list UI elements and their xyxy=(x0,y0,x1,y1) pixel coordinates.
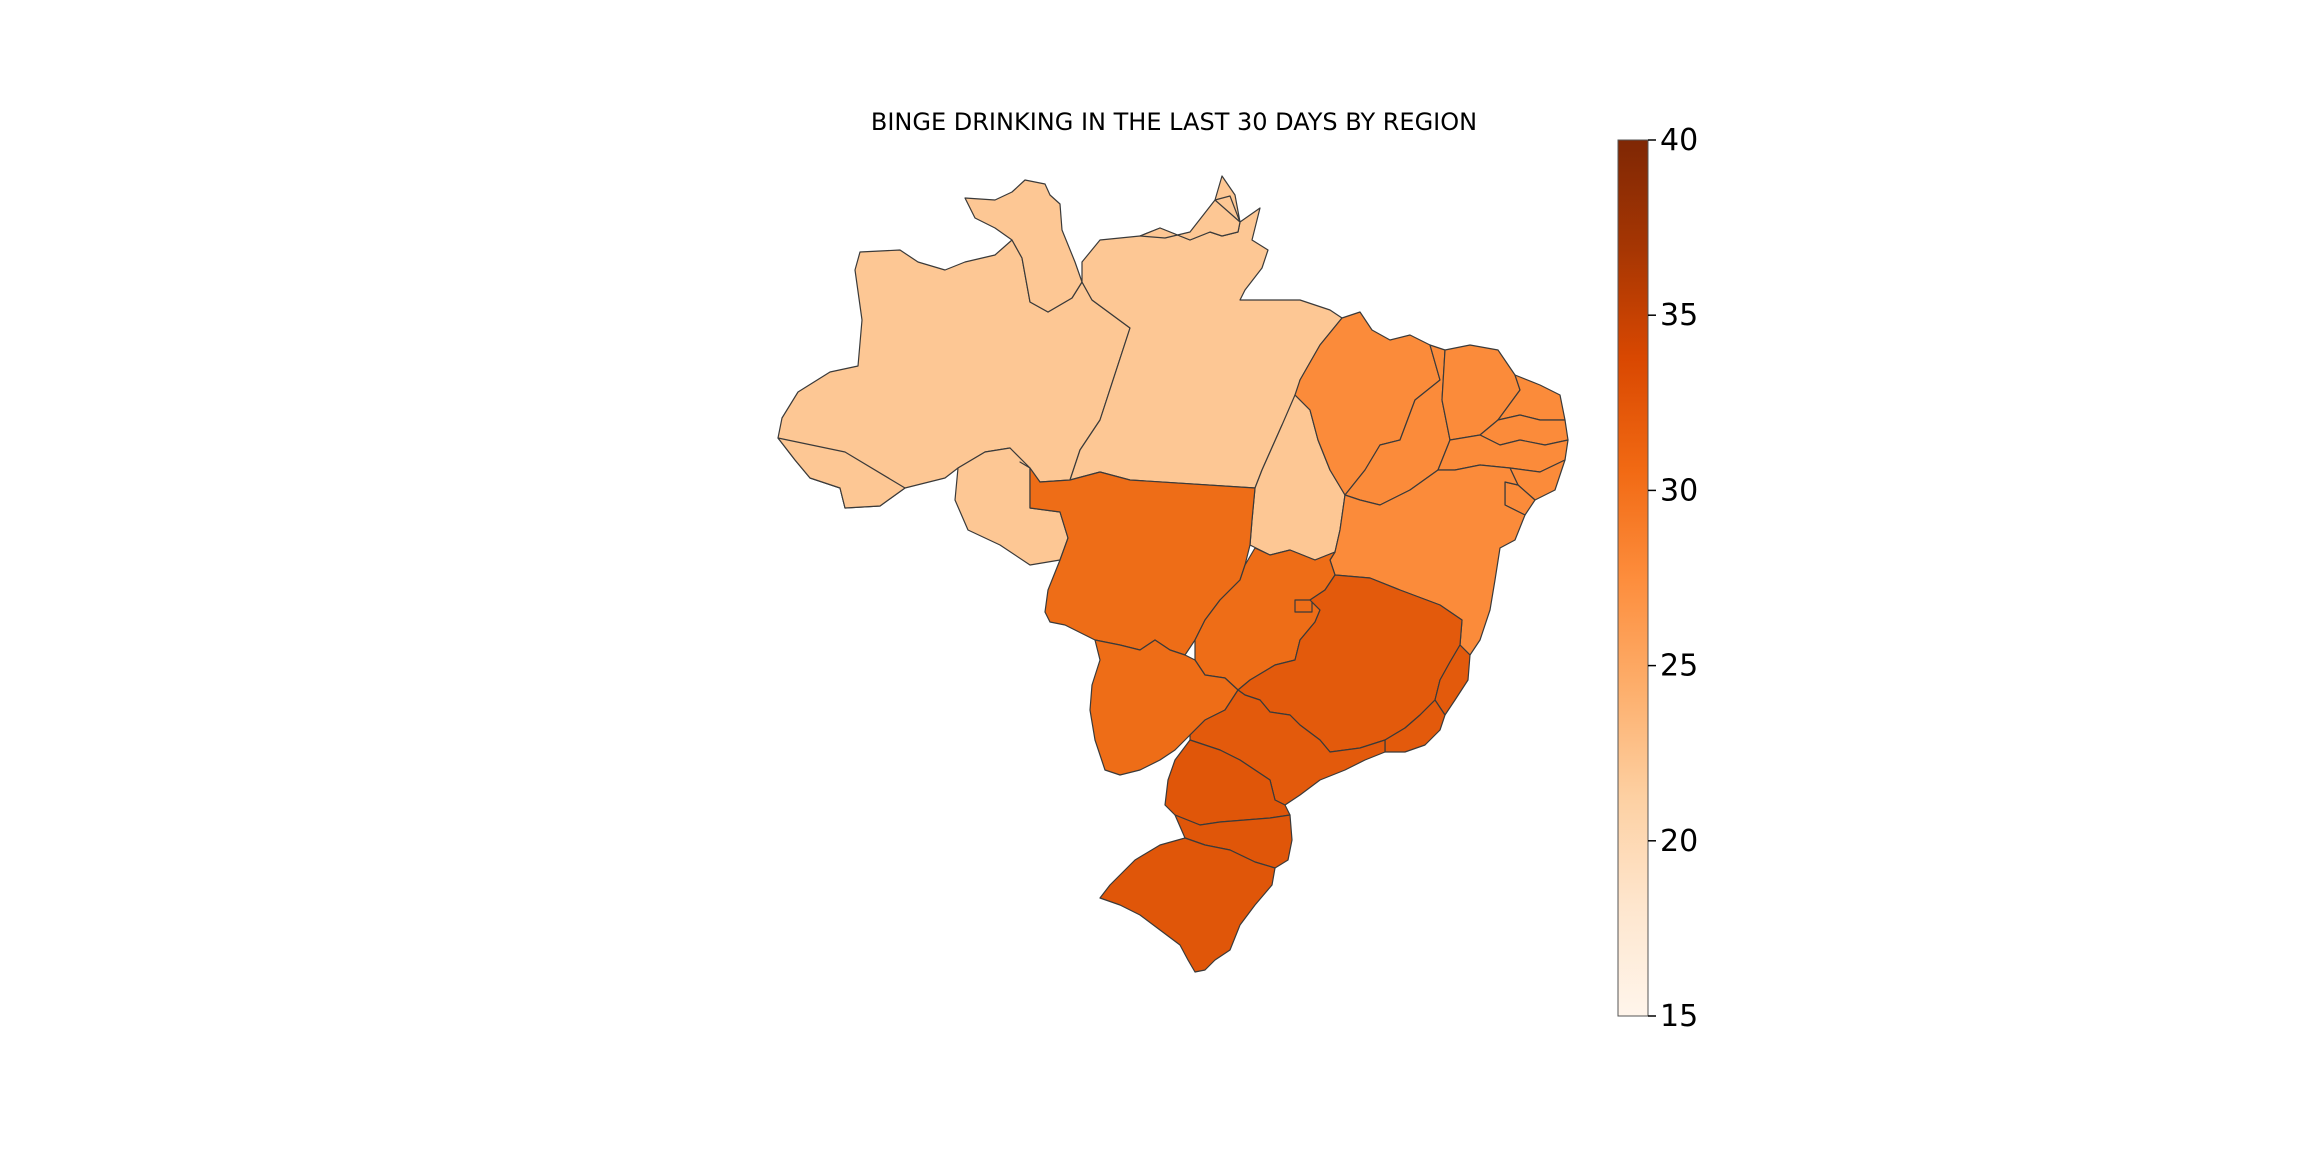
colorbar: 15 20 25 30 35 40 xyxy=(1617,123,1698,1034)
state-rio-de-janeiro xyxy=(1384,699,1446,753)
state-roraima xyxy=(964,179,1083,313)
state-acre xyxy=(777,437,906,509)
region-south xyxy=(1099,739,1293,973)
colorbar-tick-label: 25 xyxy=(1660,649,1698,684)
colorbar-ticks: 15 20 25 30 35 40 xyxy=(1648,123,1698,1034)
colorbar-tick-label: 35 xyxy=(1660,298,1698,333)
region-northeast xyxy=(1294,311,1569,656)
state-amapa xyxy=(1139,175,1241,241)
colorbar-gradient xyxy=(1617,139,1649,1017)
state-df xyxy=(1294,599,1313,613)
colorbar-tick-label: 40 xyxy=(1660,123,1698,158)
state-rgs xyxy=(1099,837,1276,973)
region-center-west xyxy=(1019,461,1336,776)
colorbar-tick-label: 15 xyxy=(1660,999,1698,1034)
region-southeast xyxy=(1189,574,1471,806)
map-title: BINGE DRINKING IN THE LAST 30 DAYS BY RE… xyxy=(870,108,1478,136)
colorbar-tick-label: 30 xyxy=(1660,473,1698,508)
region-north xyxy=(777,175,1346,566)
colorbar-tick-label: 20 xyxy=(1660,824,1698,859)
